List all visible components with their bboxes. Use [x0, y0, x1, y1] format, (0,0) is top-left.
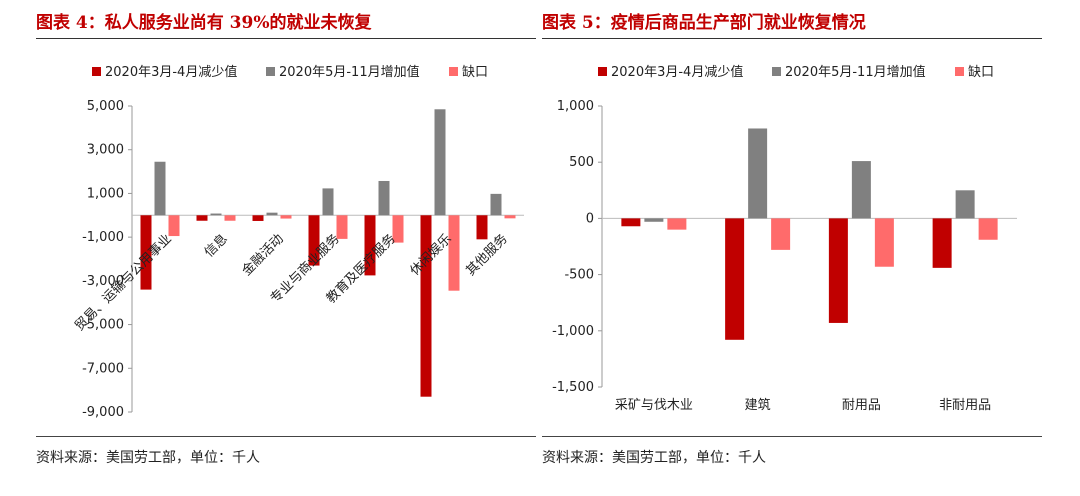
bar [448, 215, 460, 291]
y-tick-label: 5,000 [87, 99, 124, 114]
source-note: 资料来源：美国劳工部，单位：千人 [36, 450, 260, 466]
legend-label: 2020年5月-11月增加值 [785, 64, 926, 80]
bar [771, 218, 791, 250]
y-tick-label: 3,000 [87, 143, 124, 158]
bar [748, 128, 768, 219]
x-category-label: 耐用品 [842, 398, 881, 413]
bar [874, 218, 894, 267]
title-divider [36, 38, 536, 39]
x-category-label: 金融活动 [239, 231, 287, 279]
bar [224, 215, 236, 221]
legend: 2020年3月-4月减少值 2020年5月-11月增加值 缺口 [92, 64, 488, 80]
bar [621, 218, 641, 227]
bar-chart-right: 2020年3月-4月减少值 2020年5月-11月增加值 缺口 1,000 500 0 -5… [552, 64, 1017, 413]
bar [364, 215, 376, 276]
bar [196, 215, 208, 221]
bar [725, 218, 745, 340]
bar [851, 161, 871, 219]
bar [932, 218, 952, 268]
bar [154, 161, 166, 216]
bar [322, 188, 334, 216]
bar [828, 218, 848, 323]
bar [210, 213, 222, 216]
y-tick-label: 500 [569, 155, 594, 170]
bar [434, 109, 446, 216]
bar-chart-left: 2020年3月-4月减少值 2020年5月-11月增加值 缺口 5,000 3,000 1… [72, 64, 524, 420]
bar [140, 215, 152, 290]
y-tick-label: -1,000 [552, 324, 594, 339]
bar [978, 218, 998, 240]
bar [252, 215, 264, 221]
legend-label: 2020年5月-11月增加值 [279, 64, 420, 80]
x-category-label: 非耐用品 [939, 398, 991, 413]
x-category-label: 信息 [201, 231, 231, 261]
x-category-label: 建筑 [745, 397, 771, 413]
bar [378, 180, 390, 216]
bar [955, 190, 975, 219]
y-tick-label: -9,000 [82, 405, 124, 420]
chart-panel-left: 图表 4：私人服务业尚有 39%的就业未恢复 2020年3月-4月减少值 2020… [36, 0, 536, 496]
y-tick-label: 0 [586, 211, 594, 226]
bar [280, 215, 292, 219]
legend-swatch [955, 67, 964, 76]
source-note: 资料来源：美国劳工部，单位：千人 [542, 450, 766, 466]
chart-title: 图表 4：私人服务业尚有 39%的就业未恢复 [36, 13, 372, 33]
y-tick-label: -3,000 [82, 274, 124, 289]
bar [667, 218, 687, 230]
y-tick-label: -1,000 [82, 230, 124, 245]
y-tick-label: -5,000 [82, 318, 124, 333]
bar [266, 212, 278, 216]
y-tick-label: -7,000 [82, 361, 124, 376]
legend-label: 2020年3月-4月减少值 [105, 64, 237, 80]
y-tick-label: -500 [564, 268, 594, 283]
bar [644, 218, 664, 222]
legend-swatch [449, 67, 458, 76]
legend-label: 2020年3月-4月减少值 [611, 64, 743, 80]
bar [336, 215, 348, 239]
chart-title: 图表 5：疫情后商品生产部门就业恢复情况 [542, 13, 866, 33]
legend-swatch [92, 67, 101, 76]
legend-label: 缺口 [968, 65, 994, 80]
source-divider [542, 436, 1042, 437]
bar [308, 215, 320, 266]
bar [392, 215, 404, 243]
legend-swatch [598, 67, 607, 76]
chart-panel-right: 图表 5：疫情后商品生产部门就业恢复情况 2020年3月-4月减少值 2020年5… [542, 0, 1042, 496]
bar [504, 215, 516, 219]
y-tick-label: 1,000 [557, 99, 594, 114]
legend-swatch [772, 67, 781, 76]
bar [490, 193, 502, 216]
bar [420, 215, 432, 397]
legend-swatch [266, 67, 275, 76]
legend-label: 缺口 [462, 65, 488, 80]
title-divider [542, 38, 1042, 39]
bar [476, 215, 488, 240]
y-tick-label: -1,500 [552, 380, 594, 395]
x-category-label: 采矿与伐木业 [615, 398, 693, 413]
y-tick-label: 1,000 [87, 186, 124, 201]
bar [168, 215, 180, 237]
legend: 2020年3月-4月减少值 2020年5月-11月增加值 缺口 [598, 64, 994, 80]
source-divider [36, 436, 536, 437]
